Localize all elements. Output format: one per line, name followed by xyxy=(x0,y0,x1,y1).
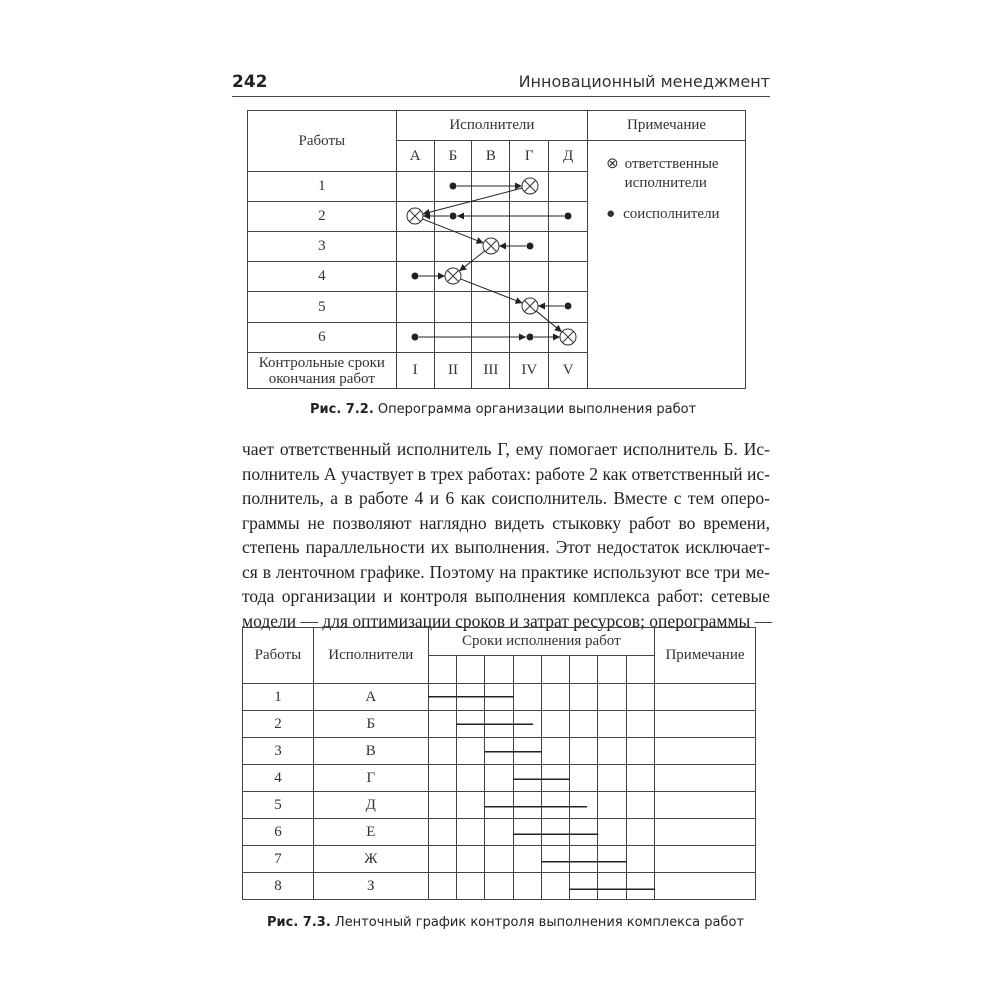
text-line: модели — для оптимизации сроков и затрат… xyxy=(242,610,773,631)
responsible-icon: ⊗ xyxy=(606,156,619,172)
operogram-table: Работы Исполнители Примечание А Б В Г Д … xyxy=(247,110,746,389)
co-performer-icon: ● xyxy=(606,206,616,222)
co-performer-dot xyxy=(449,182,457,190)
responsible-icon xyxy=(521,177,539,195)
flow-arrow xyxy=(422,187,523,216)
work-number: 3 xyxy=(247,231,397,262)
work-number: 8 xyxy=(242,872,314,900)
performer: Б xyxy=(312,710,429,738)
header-note: Примечание xyxy=(653,627,757,684)
text-line: полнитель А участвует в трех работах: ра… xyxy=(242,463,770,484)
performer: В xyxy=(312,737,429,765)
text-line: ся в ленточном графике. Поэтому на практ… xyxy=(242,561,770,582)
performer-g: Г xyxy=(509,140,550,172)
performer-a: А xyxy=(395,140,435,172)
header-rule xyxy=(232,96,770,97)
text-line: полнитель, а в работе 4 и 6 как соисполн… xyxy=(242,488,770,508)
flow-arrow xyxy=(535,310,563,333)
work-number: 1 xyxy=(247,171,397,202)
flow-arrow xyxy=(458,250,486,272)
work-number: 6 xyxy=(242,818,314,846)
legend: ⊗ ответственные исполнители ● соисполнител… xyxy=(587,140,746,389)
text-line: тода организации и контроля выполнения к… xyxy=(242,586,770,606)
co-performer-dot xyxy=(449,212,457,220)
responsible-icon xyxy=(559,328,577,346)
performer: Ж xyxy=(312,845,429,873)
performer-v: В xyxy=(471,140,511,172)
deadline: I xyxy=(395,352,435,389)
body-text: чает ответственный исполнитель Г, ему по… xyxy=(242,437,773,633)
co-performer-dot xyxy=(526,242,534,250)
responsible-icon xyxy=(406,207,424,225)
text-line: степень параллельности их выполнения. Эт… xyxy=(242,537,770,557)
flow-arrow xyxy=(422,218,484,244)
deadline-label: Контрольные сроки окончания работ xyxy=(247,352,397,389)
flow-arrow xyxy=(460,278,523,304)
deadline-row: Контрольные сроки окончания работ I II I… xyxy=(247,352,746,389)
performer: Г xyxy=(312,764,429,792)
co-performer-dot xyxy=(564,302,572,310)
work-number: 3 xyxy=(242,737,314,765)
co-performer-dot xyxy=(564,212,572,220)
text-line: чает ответственный исполнитель Г, ему по… xyxy=(242,439,770,459)
deadline: III xyxy=(471,352,511,389)
performer: З xyxy=(312,872,429,900)
co-performer-dot xyxy=(411,272,419,280)
header-terms: Сроки исполнения работ xyxy=(427,627,655,656)
work-number: 1 xyxy=(242,683,314,711)
header-performers: Исполнители xyxy=(395,110,589,141)
performer-b: Б xyxy=(433,140,473,172)
deadline: IV xyxy=(509,352,550,389)
work-number: 4 xyxy=(247,261,397,292)
running-title: Инновационный менеджмент xyxy=(518,72,770,91)
work-number: 6 xyxy=(247,322,397,353)
header-performers: Исполнители xyxy=(312,627,429,684)
period-cell xyxy=(569,655,599,684)
figure-caption-2: Рис. 7.3. Ленточный график контроля выпо… xyxy=(267,915,745,930)
co-performer-dot xyxy=(411,333,419,341)
deadline: V xyxy=(548,352,589,389)
page-number: 242 xyxy=(232,72,268,92)
co-performer-dot xyxy=(526,333,534,341)
header-works: Работы xyxy=(242,627,314,684)
responsible-icon xyxy=(482,237,500,255)
figure-caption-1: Рис. 7.2. Оперограмма организации выполн… xyxy=(310,402,697,417)
legend-co: соисполнители xyxy=(623,206,720,222)
responsible-icon xyxy=(521,297,539,315)
responsible-icon xyxy=(444,267,462,285)
legend-responsible: ответственные исполнители xyxy=(624,156,719,191)
text-line: граммы не позволяют наглядно видеть стык… xyxy=(242,512,770,533)
